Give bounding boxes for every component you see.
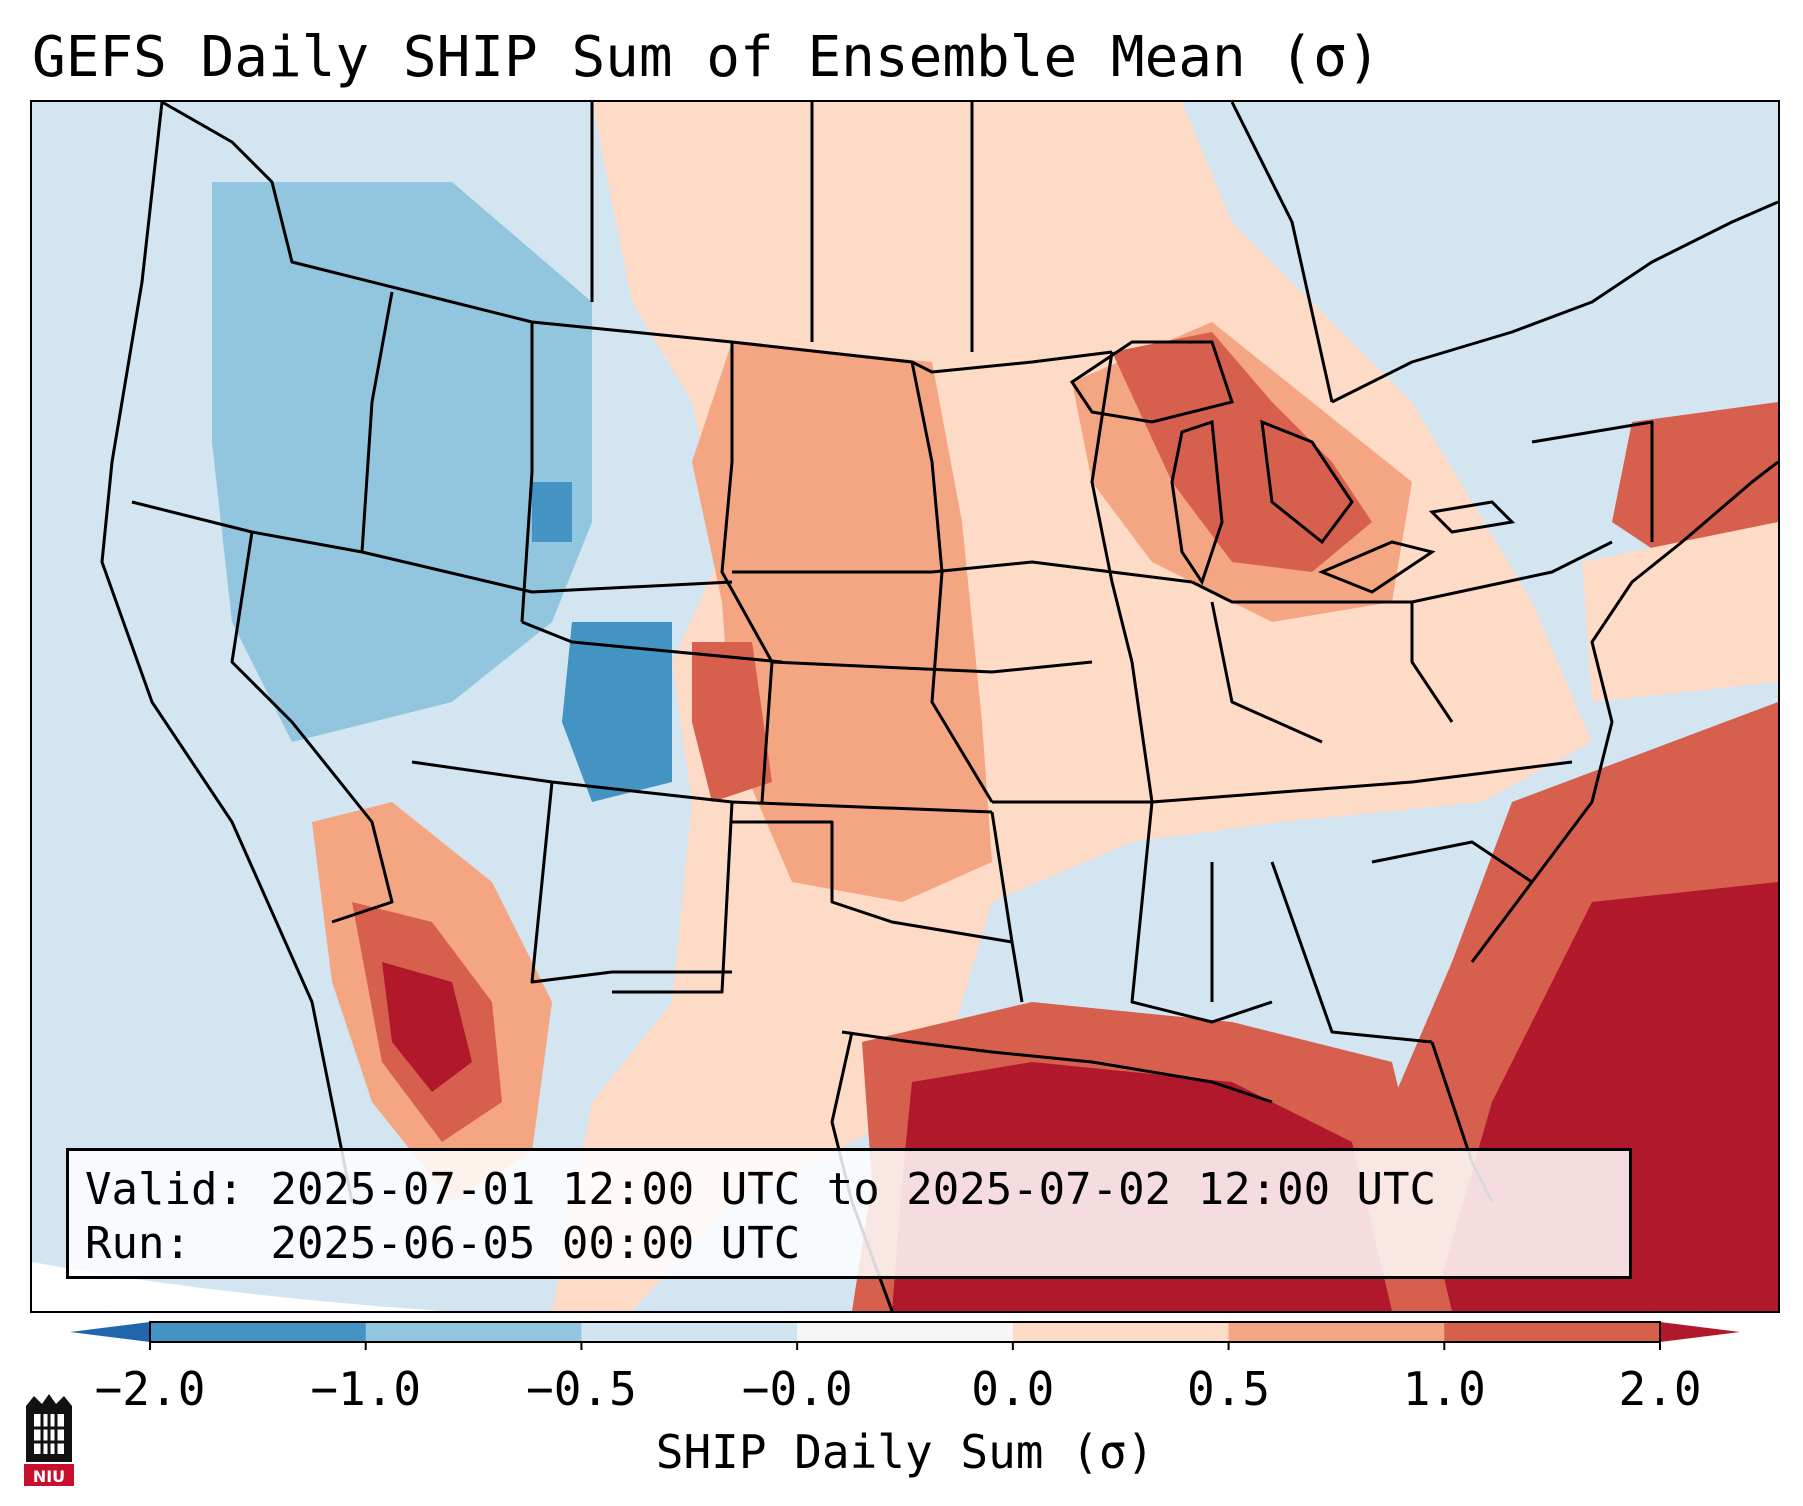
colorbar-segment — [581, 1322, 798, 1342]
strong-negative-colorado — [562, 622, 672, 802]
niu-logo-icon: NIU — [24, 1394, 74, 1486]
colorbar-tick-label: −1.0 — [310, 1362, 422, 1416]
colorbar-segment — [1444, 1322, 1661, 1342]
colorbar-tick-label: 1.0 — [1402, 1362, 1486, 1416]
colorbar-extend-low — [70, 1322, 150, 1342]
ship-anomaly-map — [32, 102, 1778, 1311]
colorbar-tick-label: 0.5 — [1187, 1362, 1271, 1416]
colorbar-tick-label: −0.0 — [741, 1362, 853, 1416]
strong-anomaly-front-range — [692, 642, 772, 802]
strong-anomaly-great-lakes — [1112, 332, 1372, 572]
colorbar-segments — [150, 1322, 1661, 1342]
colorbar-segment — [797, 1322, 1014, 1342]
colorbar-tick-label: 2.0 — [1618, 1362, 1702, 1416]
valid-time: 2025-07-01 12:00 UTC to 2025-07-02 12:00… — [270, 1164, 1437, 1215]
colorbar-title: SHIP Daily Sum (σ) — [655, 1425, 1155, 1479]
colorbar-extend-high — [1660, 1322, 1740, 1342]
colorbar — [70, 1321, 1740, 1350]
negative-anomaly-northwest — [212, 182, 592, 742]
colorbar-segment — [365, 1322, 582, 1342]
great-lakes-outline — [1069, 340, 1516, 594]
niu-logo-text: NIU — [33, 1467, 65, 1486]
run-time: 2025-06-05 00:00 UTC — [270, 1218, 801, 1269]
extreme-anomaly-baja — [382, 962, 472, 1092]
map-title: GEFS Daily SHIP Sum of Ensemble Mean (σ) — [32, 25, 1381, 90]
colorbar-segment — [150, 1322, 367, 1342]
colorbar-tick-label: −0.5 — [526, 1362, 637, 1416]
valid-time-box: Valid: 2025-07-01 12:00 UTC to 2025-07-0… — [66, 1148, 1632, 1279]
colorbar-segment — [1228, 1322, 1445, 1342]
strong-negative-wyoming — [532, 482, 572, 542]
map-panel — [30, 100, 1780, 1313]
state-boundaries — [100, 102, 1778, 1311]
run-label: Run: — [85, 1218, 191, 1269]
valid-label: Valid: — [85, 1164, 244, 1215]
positive-anomaly-coastal — [1582, 522, 1778, 702]
colorbar-segment — [1012, 1322, 1230, 1342]
colorbar-outline — [149, 1321, 1661, 1343]
colorbar-ticks — [149, 1342, 1661, 1350]
colorbar-tick-label: 0.0 — [971, 1362, 1055, 1416]
colorbar-tick-label: −2.0 — [94, 1362, 206, 1416]
